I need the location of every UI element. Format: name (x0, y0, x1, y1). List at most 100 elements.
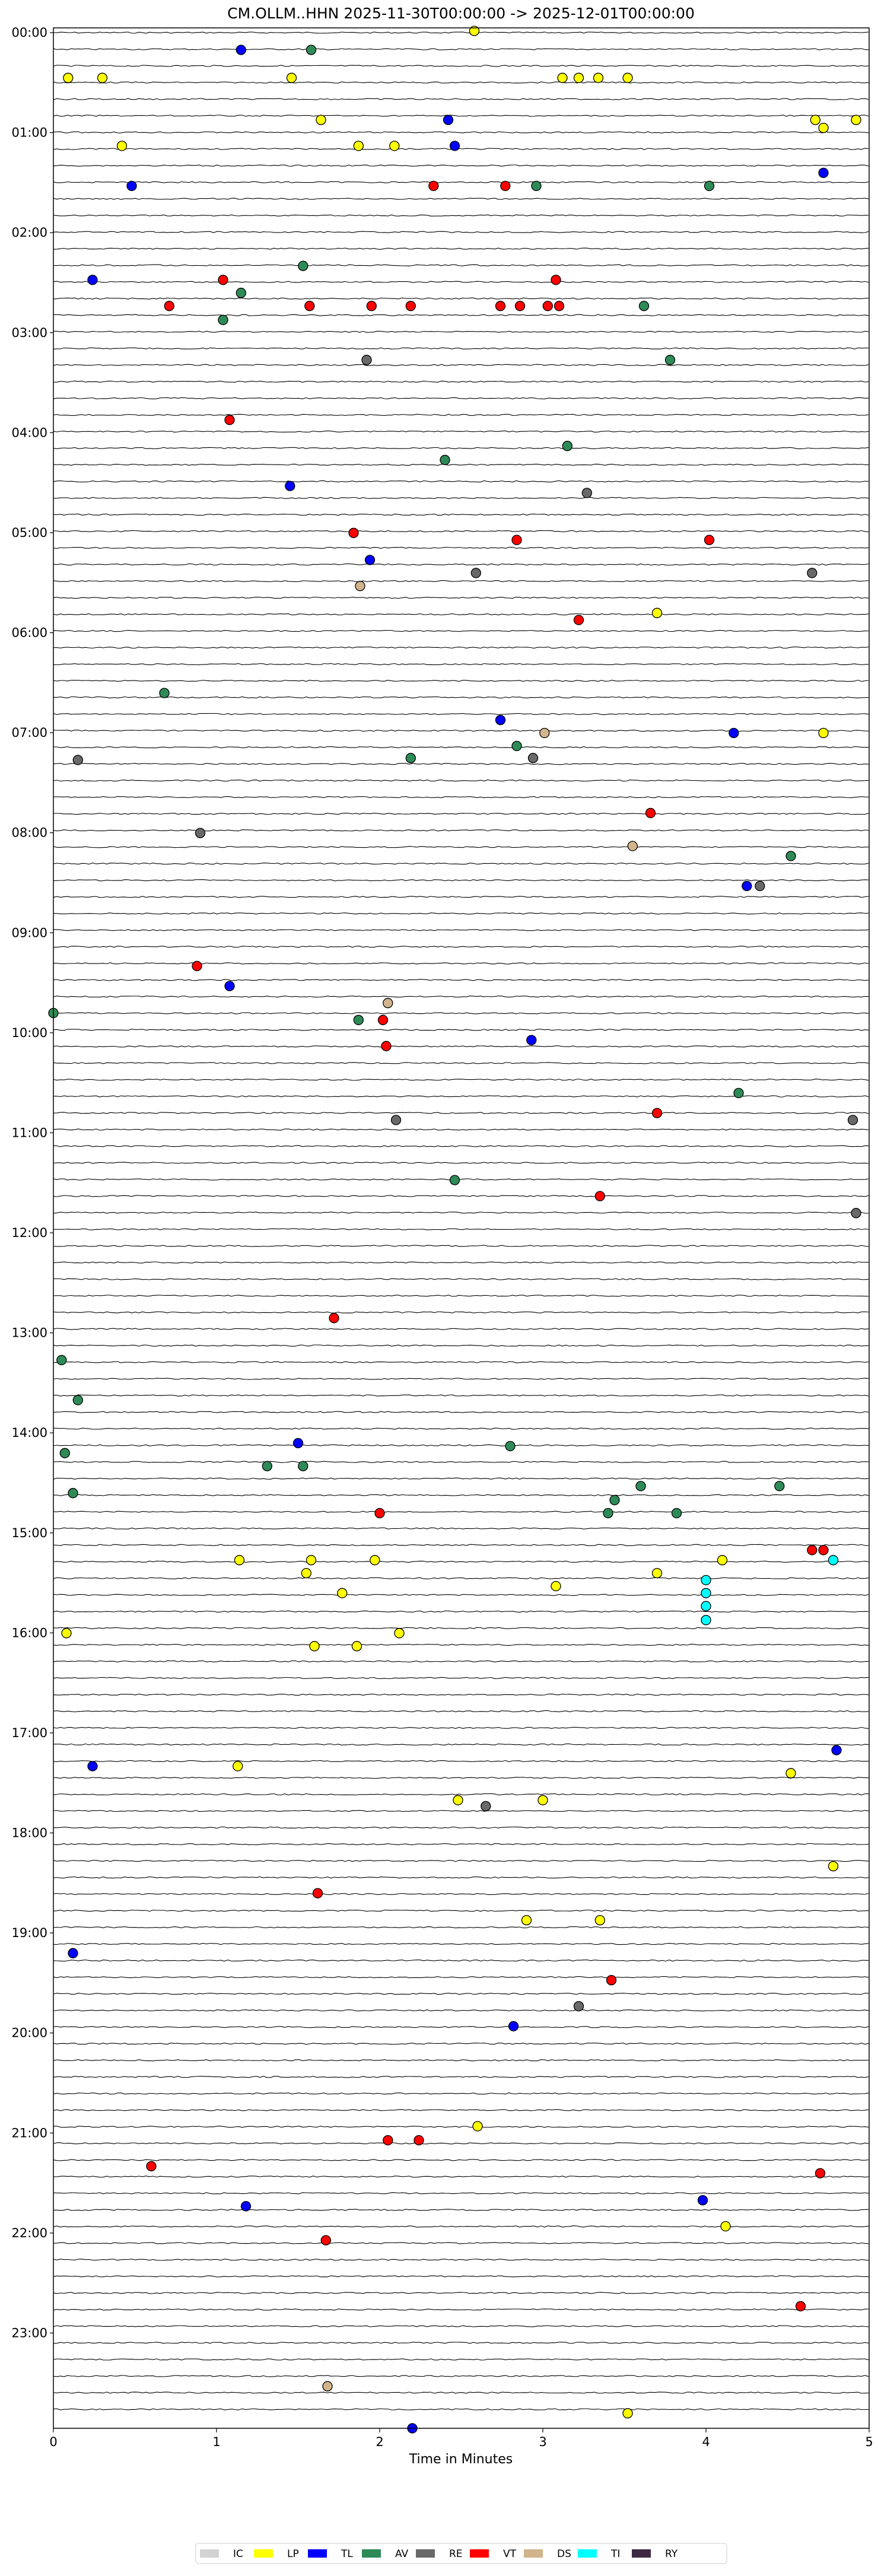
trace-row (53, 2043, 869, 2045)
trace-row (53, 1029, 869, 1031)
trace-row (53, 1245, 869, 1247)
trace-row (53, 81, 869, 84)
event-marker (622, 72, 633, 83)
y-tick-label: 02:00 (11, 225, 47, 240)
event-marker (795, 2301, 806, 2311)
trace-row (53, 397, 869, 399)
trace-row (53, 1776, 869, 1779)
trace-row (53, 879, 869, 882)
event-marker (218, 275, 228, 285)
event-marker (785, 1768, 796, 1779)
trace-row (53, 546, 869, 549)
trace-row (53, 1976, 869, 1979)
trace-row (53, 1693, 869, 1696)
event-marker (651, 1108, 663, 1118)
trace-row (53, 1295, 869, 1297)
trace-row (53, 513, 869, 516)
event-marker (701, 1601, 711, 1611)
trace-row (53, 2176, 869, 2178)
y-tick-label: 16:00 (11, 1626, 47, 1640)
legend-label: VT (503, 2548, 517, 2560)
event-marker (383, 998, 393, 1009)
trace-row (53, 696, 869, 699)
trace-row (53, 979, 869, 981)
trace-row (53, 563, 869, 566)
trace-row (53, 1427, 869, 1430)
event-marker (755, 880, 765, 892)
event-marker (481, 1801, 491, 1812)
event-marker (234, 1555, 245, 1566)
event-marker (593, 72, 604, 83)
y-tick-label: 07:00 (11, 726, 47, 740)
y-tick-label: 17:00 (11, 1726, 47, 1740)
event-marker (292, 1438, 304, 1449)
y-tick-label: 23:00 (11, 2326, 47, 2340)
x-tick-label: 5 (865, 2435, 873, 2449)
event-marker (508, 2021, 519, 2031)
trace-row (53, 364, 869, 366)
trace-row (53, 2159, 869, 2161)
legend-box (195, 2543, 727, 2564)
trace-row (53, 1328, 869, 1330)
event-marker (97, 72, 108, 83)
trace-row (53, 297, 869, 300)
legend-swatch (470, 2549, 489, 2558)
trace-row (53, 1510, 869, 1513)
event-marker (192, 961, 202, 971)
event-marker (664, 355, 676, 365)
event-marker (606, 1975, 617, 1986)
trace-row (53, 1261, 869, 1264)
trace-row (53, 480, 869, 483)
event-marker (526, 1035, 537, 1045)
event-marker (511, 535, 522, 545)
trace-row (53, 762, 869, 765)
x-tick-label: 3 (539, 2435, 546, 2449)
event-marker (551, 1580, 561, 1592)
y-tick-label: 01:00 (11, 126, 47, 140)
trace-row (53, 729, 869, 732)
event-marker (562, 441, 573, 451)
event-marker (262, 1461, 272, 1471)
event-marker (701, 1588, 711, 1598)
event-marker (651, 1567, 663, 1579)
event-marker (366, 301, 377, 311)
trace-row (53, 31, 869, 34)
event-marker (573, 2001, 584, 2012)
event-marker (316, 115, 326, 125)
trace-row (53, 1344, 869, 1347)
event-marker (847, 1115, 858, 1125)
legend: IC LP TL AV RE VT DS TI RY (195, 2543, 727, 2564)
y-tick-label: 11:00 (11, 1125, 47, 1140)
event-marker (312, 1888, 323, 1898)
event-marker (443, 115, 454, 125)
trace-row (53, 896, 869, 898)
event-marker (831, 1745, 842, 1756)
trace-row (53, 1195, 869, 1197)
legend-swatch (524, 2549, 543, 2558)
trace-row (53, 1444, 869, 1446)
event-marker (521, 1914, 532, 1926)
event-marker (285, 481, 295, 491)
trace-row (53, 2408, 869, 2410)
trace-row (53, 1743, 869, 1746)
event-marker (218, 314, 228, 325)
legend-swatch (254, 2549, 273, 2558)
legend-swatch (200, 2549, 219, 2558)
event-marker (729, 727, 739, 739)
trace-row (53, 1527, 869, 1529)
event-marker (449, 1175, 460, 1185)
event-marker (337, 1588, 348, 1598)
event-marker (428, 180, 439, 192)
event-marker (785, 851, 796, 861)
event-marker (63, 72, 74, 83)
trace-row (53, 2076, 869, 2078)
trace-row (53, 2009, 869, 2012)
event-marker (87, 1761, 98, 1772)
event-marker (374, 1508, 385, 1519)
x-tick-label: 0 (49, 2435, 57, 2449)
trace-row (53, 1992, 869, 1995)
trace-row (53, 1095, 869, 1098)
trace-row (53, 2259, 869, 2261)
event-marker (581, 488, 592, 498)
